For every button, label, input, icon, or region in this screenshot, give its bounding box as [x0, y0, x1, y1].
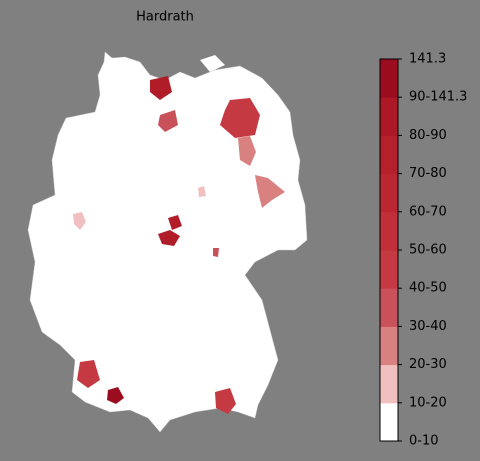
colorbar-label: 10-20 [409, 395, 447, 410]
region [238, 136, 256, 166]
region [150, 76, 172, 100]
colorbar-band [380, 288, 398, 327]
region [158, 230, 180, 246]
colorbar-label: 80-90 [409, 128, 447, 143]
map-title: Hardrath [136, 10, 194, 25]
region [77, 360, 100, 388]
colorbar-band [380, 364, 398, 404]
region [168, 215, 182, 230]
colorbar: 0-10 10-20 20-30 30-40 40-50 50-60 60-70 70-80 8… [379, 52, 467, 449]
germany-map [27, 51, 308, 433]
colorbar-label: 30-40 [409, 319, 447, 334]
colorbar-band [380, 59, 398, 98]
colorbar-band [380, 97, 398, 136]
colorbar-label: 40-50 [409, 281, 447, 296]
colorbar-band [380, 250, 398, 289]
colorbar-label: 141.3 [409, 52, 446, 67]
colorbar-band [380, 135, 398, 175]
colorbar-label: 70-80 [409, 166, 447, 181]
colorbar-label: 20-30 [409, 357, 447, 372]
colorbar-label: 50-60 [409, 243, 447, 258]
region [198, 186, 206, 197]
region [73, 212, 86, 230]
region [213, 248, 219, 257]
colorbar-label: 0-10 [409, 434, 439, 449]
colorbar-band [380, 211, 398, 251]
region [255, 175, 285, 208]
colorbar-band [380, 402, 398, 442]
region [107, 387, 124, 404]
region [220, 98, 260, 138]
region [158, 110, 178, 132]
colorbar-band [380, 173, 398, 213]
colorbar-label: 90-141.3 [409, 90, 467, 105]
island [200, 55, 225, 72]
colorbar-label: 60-70 [409, 204, 447, 219]
colorbar-band [380, 326, 398, 366]
region [215, 388, 236, 414]
